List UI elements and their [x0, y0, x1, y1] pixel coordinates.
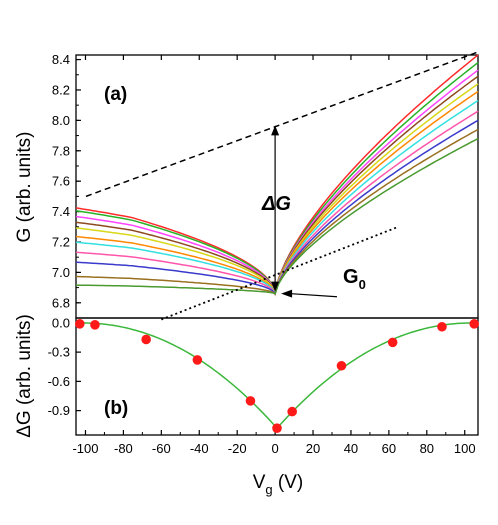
panel-a-series-line: [75, 75, 479, 297]
panel-b-data-point: [90, 320, 100, 330]
panel-b-points: [74, 319, 480, 433]
g0-annotation: G0: [343, 266, 366, 292]
dashed-reference-line: [85, 51, 479, 198]
panel-b-y-tick-label: -0.6: [48, 374, 70, 389]
panel-a-y-tick-label: 7.2: [52, 234, 70, 249]
g0-arrow-shaft: [291, 293, 338, 298]
x-tick-label: -100: [72, 441, 98, 456]
panel-b-fit: [76, 322, 478, 430]
delta-g-annotation: ΔG: [261, 193, 291, 215]
panel-a-series-line: [75, 69, 479, 297]
panel-b-data-point: [469, 319, 480, 329]
panel-b-data-point: [336, 360, 347, 371]
panel-a-y-tick-label: 8.2: [52, 82, 70, 97]
x-tick-label: 100: [454, 441, 476, 456]
panel-a-y-tick-label: 6.8: [52, 295, 70, 310]
x-axis-title: Vg (V): [253, 472, 304, 497]
panel-a-y-tick-label: 7.4: [52, 204, 70, 219]
x-tick-label: -20: [228, 441, 247, 456]
panel-b-data-point: [245, 396, 256, 406]
x-tick-label: -80: [114, 441, 133, 456]
panel-a-y-tick-label: 7.8: [52, 143, 70, 158]
panel-b-ticks: 0.0 -0.3 -0.6 -0.9 -100 -80 -60 -40 -20 0 20 40 60 80…: [48, 55, 476, 456]
x-tick-label: 0: [271, 441, 278, 456]
panel-b-y-tick-label: -0.3: [48, 345, 70, 360]
panel-b-data-point: [192, 355, 203, 365]
x-tick-label: -40: [190, 441, 209, 456]
panel-b-data-point: [74, 319, 85, 329]
x-tick-label: 60: [382, 441, 396, 456]
x-tick-label: 40: [344, 441, 358, 456]
panel-b-label: (b): [104, 398, 128, 419]
panel-b-fit-curve: [76, 322, 478, 430]
panel-a-y-ticks: 6.8 7.0 7.2 7.4 7.6 7.8 8.0 8.2 8.4: [52, 52, 81, 319]
panel-a-y-tick-label: 8.4: [52, 52, 70, 67]
panel-b-frame: [75, 317, 479, 436]
x-tick-label: 20: [306, 441, 320, 456]
panel-b-data-point: [387, 337, 398, 348]
x-tick-label: 80: [420, 441, 434, 456]
panel-a-y-tick-label: 7.0: [52, 265, 70, 280]
panel-b-y-tick-label: -0.9: [48, 403, 70, 418]
delta-g-arrow-head-down: [271, 281, 280, 292]
panel-a-y-axis-title: G (arb. units): [14, 132, 35, 243]
panel-a-label: (a): [104, 84, 127, 105]
panel-a-series: [75, 54, 479, 297]
x-tick-label: -60: [152, 441, 171, 456]
panel-b-y-axis-title: ΔG (arb. units): [14, 314, 35, 438]
g0-arrow-head: [281, 289, 293, 298]
panel-b-data-point: [437, 321, 447, 332]
panel-a-y-tick-label: 8.0: [52, 113, 70, 128]
panel-a-series-line: [75, 137, 479, 295]
panel-a-guides: [85, 51, 479, 321]
panel-b-y-tick-label: 0.0: [52, 315, 70, 330]
panel-b-data-point: [141, 334, 151, 345]
panel-b-data-point: [272, 423, 282, 433]
panel-b-data-point: [287, 406, 297, 417]
panel-a-y-tick-label: 7.6: [52, 174, 70, 189]
delta-g-arrow-head-up: [271, 125, 280, 136]
panel-a-series-line: [75, 83, 479, 296]
